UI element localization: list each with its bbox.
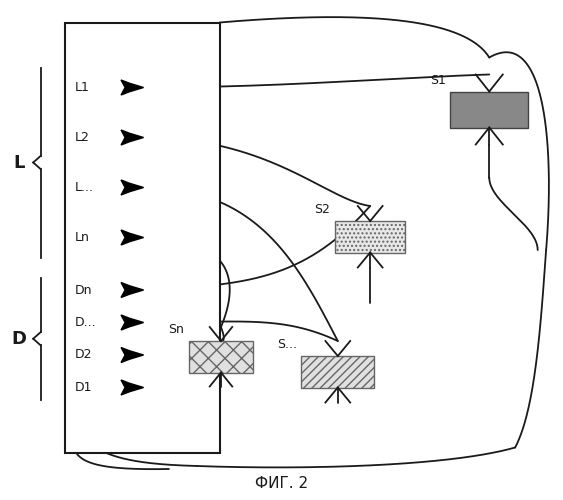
Text: L...: L... — [75, 181, 94, 194]
Text: Ln: Ln — [75, 231, 90, 244]
Polygon shape — [121, 282, 144, 298]
Bar — [189, 341, 253, 372]
Text: S...: S... — [276, 338, 297, 351]
Text: L1: L1 — [75, 81, 90, 94]
Text: S1: S1 — [430, 74, 446, 86]
Text: D1: D1 — [75, 381, 92, 394]
Text: S2: S2 — [315, 203, 330, 216]
Text: D...: D... — [75, 316, 96, 329]
Polygon shape — [121, 80, 144, 95]
Polygon shape — [121, 180, 144, 195]
Text: Sn: Sn — [168, 323, 184, 336]
Text: L2: L2 — [75, 131, 90, 144]
Bar — [335, 221, 405, 252]
Bar — [301, 356, 374, 388]
Polygon shape — [121, 230, 144, 245]
Text: L: L — [14, 154, 25, 172]
Polygon shape — [121, 380, 144, 395]
Text: D2: D2 — [75, 348, 92, 362]
Polygon shape — [121, 348, 144, 362]
Bar — [450, 92, 528, 128]
Polygon shape — [121, 315, 144, 330]
Polygon shape — [121, 130, 144, 145]
Text: D: D — [12, 330, 26, 348]
Text: ФИГ. 2: ФИГ. 2 — [255, 476, 308, 491]
Text: Dn: Dn — [75, 284, 92, 296]
Bar — [65, 22, 220, 452]
